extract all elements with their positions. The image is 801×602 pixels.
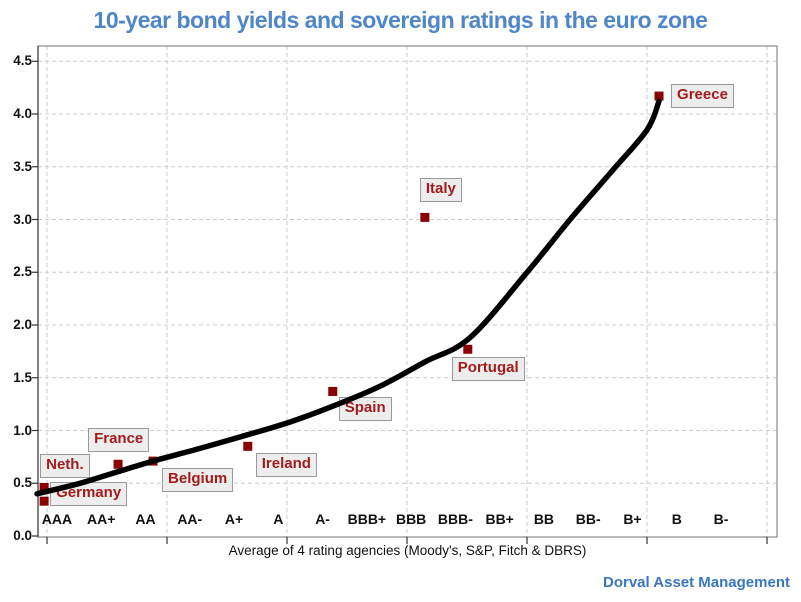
x-category-label: AA [135, 511, 156, 527]
y-tick-label: 4.5 [13, 53, 32, 69]
country-label: Neth. [40, 454, 90, 478]
x-category-label: A- [315, 511, 330, 527]
x-category-label: BB+ [485, 511, 514, 527]
country-label: Italy [419, 178, 462, 202]
data-point-marker [654, 91, 664, 101]
chart-title: 10-year bond yields and sovereign rating… [93, 7, 708, 33]
country-label: Spain [338, 397, 392, 421]
y-tick-label: 0.0 [13, 528, 32, 543]
x-category-label: AAA [41, 511, 73, 527]
x-category-label: BB- [575, 511, 601, 527]
x-category-label: AA- [177, 511, 203, 527]
x-category-label: BB [533, 511, 555, 527]
x-category-label: BBB [395, 511, 427, 527]
x-category-label: A+ [224, 511, 244, 527]
x-category-label: B [671, 511, 682, 527]
y-tick-label: 2.5 [13, 264, 32, 280]
x-category-label: BBB+ [347, 511, 387, 527]
x-category-label: B- [713, 511, 729, 527]
y-tick-label: 4.0 [13, 106, 32, 121]
x-category-label: B+ [623, 511, 642, 527]
x-category-label: A [273, 511, 284, 527]
country-label: Belgium [162, 468, 234, 492]
y-tick-label: 3.0 [13, 211, 32, 227]
y-tick-label: 0.5 [13, 475, 32, 491]
x-category-label: BBB- [437, 511, 473, 527]
y-tick-label: 1.0 [13, 422, 32, 438]
country-label: Ireland [255, 453, 317, 477]
data-point-marker [39, 496, 49, 506]
y-tick-label: 2.0 [13, 317, 32, 332]
y-tick-label: 3.5 [13, 158, 32, 174]
y-tick-label: 1.5 [13, 369, 32, 385]
brand-text: Dorval Asset Management [602, 574, 790, 591]
country-label: Portugal [451, 357, 525, 381]
x-axis-title: Average of 4 rating agencies (Moody's, S… [228, 543, 587, 558]
country-label: France [88, 428, 150, 452]
country-label: Germany [50, 482, 128, 506]
country-label: Greece [671, 84, 734, 108]
x-category-label: AA+ [87, 511, 116, 527]
